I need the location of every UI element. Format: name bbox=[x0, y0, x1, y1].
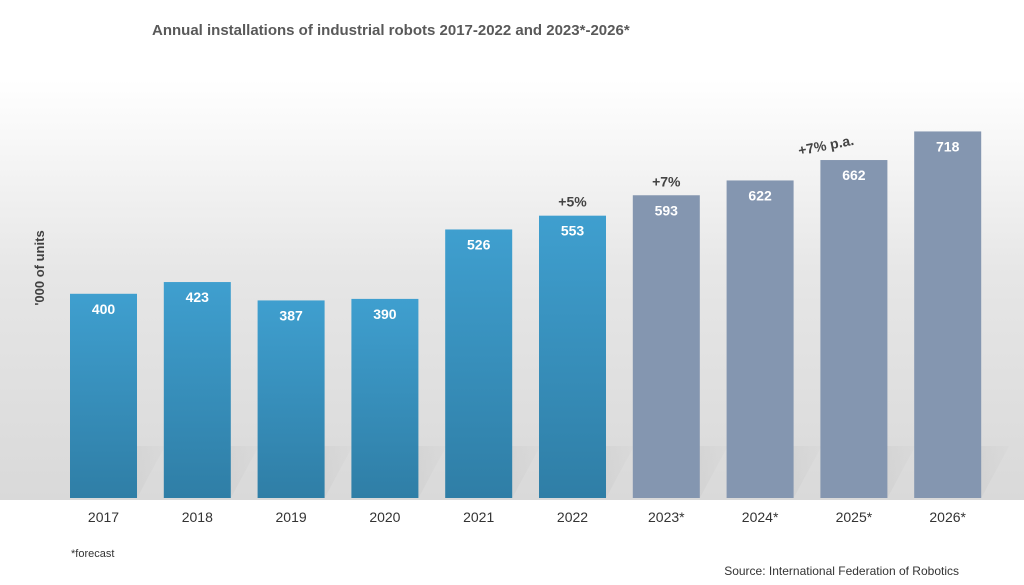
chart-title: Annual installations of industrial robot… bbox=[152, 22, 630, 39]
x-tick-label: 2023* bbox=[648, 509, 685, 525]
source-note: Source: International Federation of Robo… bbox=[724, 564, 959, 578]
footnote: *forecast bbox=[71, 548, 114, 560]
data-label: 400 bbox=[92, 301, 116, 317]
data-label: 553 bbox=[561, 223, 585, 239]
x-tick-label: 2024* bbox=[742, 509, 779, 525]
x-tick-labels: 2017 2018 2019 2020 2021 2022 2023* 2024* 2025* 2… bbox=[88, 509, 967, 525]
data-label: 662 bbox=[842, 167, 866, 183]
growth-annotation: +5% bbox=[558, 194, 587, 210]
x-tick-label: 2020 bbox=[369, 509, 400, 525]
growth-annotation: +7% bbox=[652, 173, 681, 189]
x-tick-label: 2021 bbox=[463, 509, 494, 525]
y-axis-label: '000 of units bbox=[32, 230, 47, 305]
bar-2019 bbox=[257, 300, 325, 498]
x-tick-label: 2026* bbox=[929, 509, 966, 525]
data-labels: 400 423 387 390 526 553 593 622 662 718 bbox=[92, 138, 960, 323]
data-label: 718 bbox=[936, 138, 960, 154]
bar-2022 bbox=[539, 215, 606, 498]
data-label: 423 bbox=[186, 289, 210, 305]
bar-2018 bbox=[163, 282, 231, 498]
bar-2026-forecast bbox=[914, 131, 982, 498]
data-label: 526 bbox=[467, 236, 491, 252]
bar-2020 bbox=[351, 298, 419, 498]
data-label: 622 bbox=[748, 187, 772, 203]
bars bbox=[70, 131, 982, 499]
bar-2017 bbox=[70, 293, 137, 498]
bar-2021 bbox=[445, 229, 513, 498]
x-tick-label: 2019 bbox=[276, 509, 307, 525]
data-label: 387 bbox=[279, 307, 303, 323]
bar-2024-forecast bbox=[726, 180, 794, 498]
data-label: 593 bbox=[655, 202, 679, 218]
x-tick-label: 2018 bbox=[182, 509, 213, 525]
x-tick-label: 2025* bbox=[836, 509, 873, 525]
data-label: 390 bbox=[373, 306, 397, 322]
x-tick-label: 2017 bbox=[88, 509, 119, 525]
bar-2023-forecast bbox=[632, 195, 700, 499]
x-tick-label: 2022 bbox=[557, 509, 588, 525]
bar-2025-forecast bbox=[820, 160, 888, 498]
